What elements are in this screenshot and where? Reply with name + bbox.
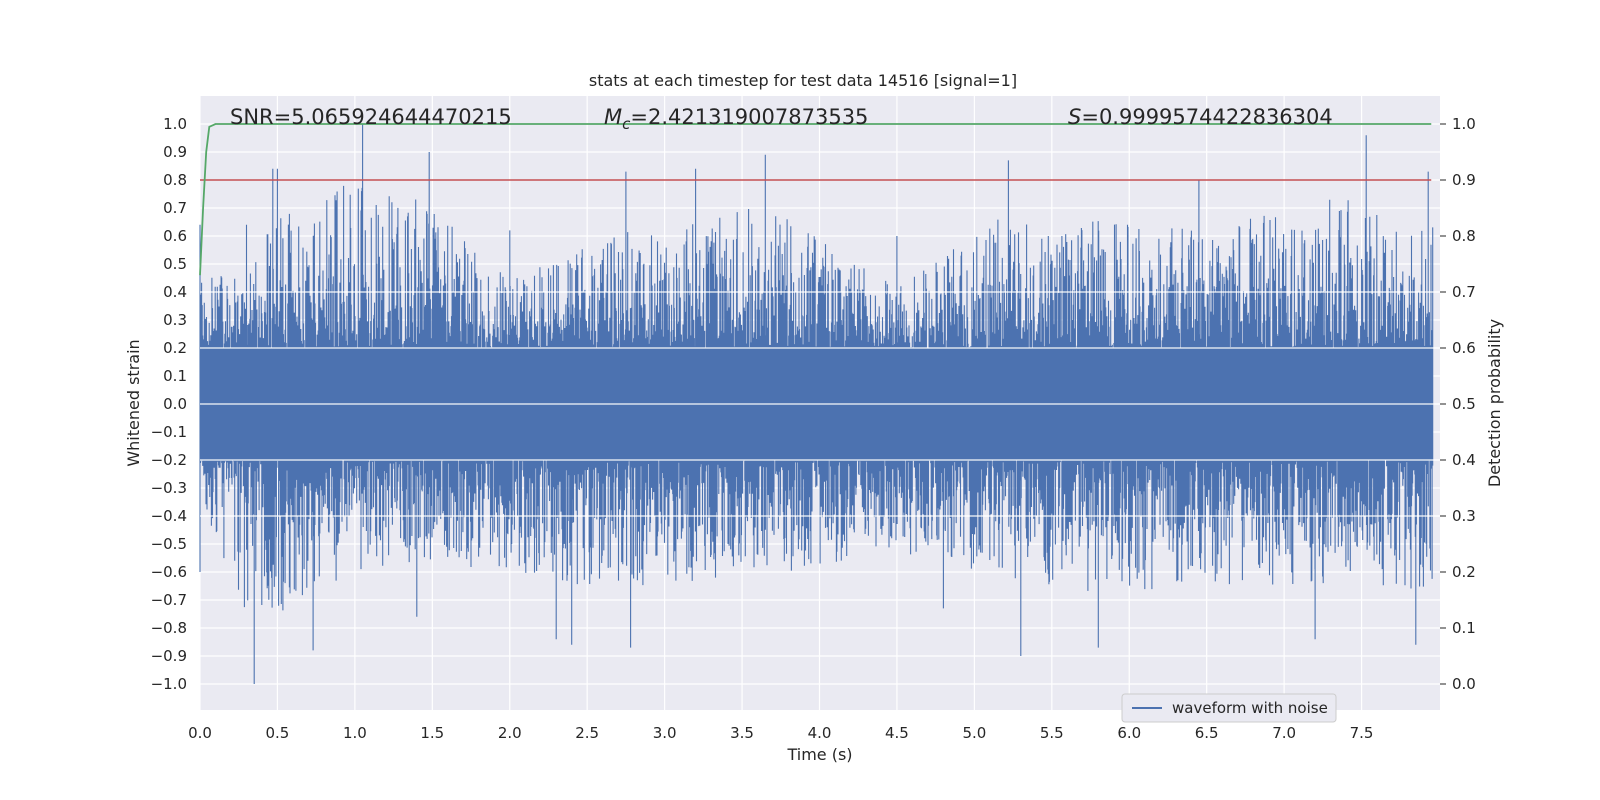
y-left-tick-label: −0.6	[151, 563, 187, 581]
mc-subscript: c	[622, 115, 631, 133]
y-right-tick-label: 0.0	[1452, 675, 1476, 693]
x-tick-label: 2.0	[498, 724, 522, 742]
x-tick-label: 0.0	[188, 724, 212, 742]
y-left-tick-label: −1.0	[151, 675, 187, 693]
y-left-tick-label: −0.2	[151, 451, 187, 469]
legend-label-waveform: waveform with noise	[1172, 699, 1328, 717]
x-tick-label: 5.0	[962, 724, 986, 742]
y-right-tick-label: 1.0	[1452, 115, 1476, 133]
mc-symbol: M	[604, 105, 622, 129]
y-right-tick-label: 0.6	[1452, 339, 1476, 357]
y-left-tick-label: 0.2	[163, 339, 187, 357]
y-left-tick-label: 0.6	[163, 227, 187, 245]
x-tick-label: 4.5	[885, 724, 909, 742]
y-left-tick-label: 0.1	[163, 367, 187, 385]
probability-line	[199, 123, 1432, 276]
s-value: =0.9999574422836304	[1081, 105, 1332, 129]
y-right-tick-label: 0.5	[1452, 395, 1476, 413]
x-tick-label: 0.5	[266, 724, 290, 742]
y-right-tick-label: 0.1	[1452, 619, 1476, 637]
y-right-tick-label: 0.8	[1452, 227, 1476, 245]
y-left-tick-label: 0.8	[163, 171, 187, 189]
x-tick-label: 6.5	[1195, 724, 1219, 742]
y-left-tick-label: −0.1	[151, 423, 187, 441]
s-annotation: S=0.9999574422836304	[1068, 105, 1333, 129]
x-tick-label: 3.5	[730, 724, 754, 742]
x-axis-label: Time (s)	[786, 745, 852, 764]
y-left-tick-label: −0.3	[151, 479, 187, 497]
y-right-axis-label: Detection probability	[1485, 319, 1504, 487]
x-tick-label: 4.0	[808, 724, 832, 742]
y-left-tick-label: −0.5	[151, 535, 187, 553]
x-tick-labels: 0.0 0.5 1.0 1.5 2.0 2.5 3.0 3.5 4.0 4.5 5.0 5.5 6.0 6…	[188, 724, 1373, 742]
y-left-axis-label: Whitened strain	[124, 339, 143, 466]
x-tick-label: 7.0	[1272, 724, 1296, 742]
y-right-tick-label: 0.7	[1452, 283, 1476, 301]
y-left-tick-label: 0.5	[163, 255, 187, 273]
x-tick-label: 7.5	[1350, 724, 1374, 742]
legend-box	[1121, 693, 1337, 723]
x-tick-label: 1.5	[420, 724, 444, 742]
y-left-tick-label: −0.9	[151, 647, 187, 665]
y-right-tick-label: 0.4	[1452, 451, 1476, 469]
y-left-tick-label: −0.8	[151, 619, 187, 637]
chart-title: stats at each timestep for test data 145…	[589, 71, 1017, 90]
s-symbol: S	[1068, 105, 1081, 129]
y-left-tick-labels: 1.0 0.9 0.8 0.7 0.6 0.5 0.4 0.3 0.2 0.1 0.0 −0.1 −0.…	[151, 115, 187, 693]
y-left-tick-label: 0.9	[163, 143, 187, 161]
y-left-tick-label: 0.3	[163, 311, 187, 329]
x-tick-label: 5.5	[1040, 724, 1064, 742]
x-tick-label: 1.0	[343, 724, 367, 742]
snr-annotation: SNR=5.065924644470215	[230, 105, 512, 129]
mc-value: =2.421319007873535	[630, 105, 868, 129]
y-right-tick-label: 0.3	[1452, 507, 1476, 525]
y-left-tick-label: 0.7	[163, 199, 187, 217]
mc-annotation: Mc=2.421319007873535	[604, 105, 868, 133]
y-right-tick-label: 0.2	[1452, 563, 1476, 581]
grid-y-overlay	[200, 291, 1440, 517]
legend: waveform with noise	[1121, 693, 1337, 723]
x-tick-label: 6.0	[1117, 724, 1141, 742]
y-left-tick-label: 0.4	[163, 283, 187, 301]
y-left-tick-label: 1.0	[163, 115, 187, 133]
y-right-tick-label: 0.9	[1452, 171, 1476, 189]
y-left-tick-label: 0.0	[163, 395, 187, 413]
y-right-tick-labels: 1.0 0.9 0.8 0.7 0.6 0.5 0.4 0.3 0.2 0.1 0.0	[1440, 115, 1476, 693]
x-tick-label: 2.5	[575, 724, 599, 742]
x-tick-label: 3.0	[653, 724, 677, 742]
y-left-tick-label: −0.4	[151, 507, 187, 525]
y-left-tick-label: −0.7	[151, 591, 187, 609]
